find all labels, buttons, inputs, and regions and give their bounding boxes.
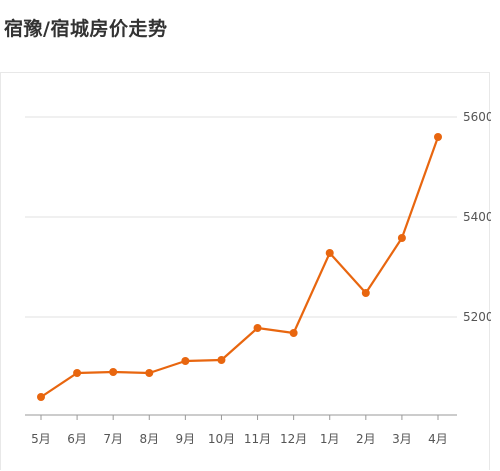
data-point	[37, 393, 45, 401]
x-tick-label: 3月	[392, 432, 412, 446]
x-tick-label: 9月	[176, 432, 196, 446]
series	[37, 133, 442, 401]
data-point	[289, 329, 298, 337]
x-tick-label: 8月	[139, 432, 159, 446]
x-tick-label: 6月	[67, 432, 87, 446]
x-tick-label: 12月	[280, 432, 307, 446]
data-point	[361, 289, 370, 297]
line-chart: 5200元 5400元 5600元 5月 6月 7月 8月 9月 10月 11月 12月 1月 2月 3…	[25, 110, 491, 446]
x-tick-label: 5月	[31, 432, 51, 446]
chart-container: 5200元 5400元 5600元 5月 6月 7月 8月 9月 10月 11月 12月 1月 2月 3…	[0, 72, 491, 470]
gridlines	[25, 116, 457, 318]
x-axis-labels: 5月 6月 7月 8月 9月 10月 11月 12月 1月 2月 3月 4月	[31, 432, 448, 446]
data-point	[397, 234, 406, 242]
y-tick-label: 5200元	[463, 310, 491, 324]
data-point	[253, 324, 262, 332]
page-title: 宿豫/宿城房价走势	[4, 18, 168, 40]
x-tick-label: 11月	[244, 432, 271, 446]
x-tick-label: 4月	[428, 432, 448, 446]
x-tick-label: 1月	[320, 432, 340, 446]
series-line	[40, 136, 440, 398]
y-tick-label: 5400元	[463, 210, 491, 224]
y-axis-labels: 5200元 5400元 5600元	[463, 110, 491, 324]
data-point	[145, 369, 154, 377]
y-tick-label: 5600元	[463, 110, 491, 124]
x-tick-label: 7月	[103, 432, 123, 446]
x-axis	[25, 414, 457, 420]
x-tick-label: 2月	[356, 432, 376, 446]
data-point	[73, 369, 82, 377]
data-point	[181, 357, 190, 365]
x-tick-label: 10月	[208, 432, 235, 446]
data-point	[217, 356, 226, 364]
data-point	[434, 133, 442, 141]
data-point	[109, 368, 118, 376]
data-point	[325, 249, 334, 257]
